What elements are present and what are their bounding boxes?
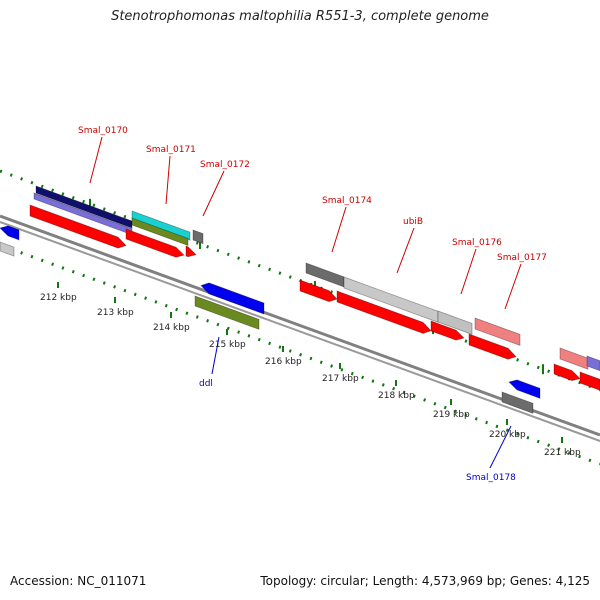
gene-label[interactable]: Smal_0171 bbox=[146, 145, 196, 155]
kbp-label: 216 kbp bbox=[265, 357, 302, 367]
gene-label[interactable]: Smal_0174 bbox=[322, 196, 372, 206]
gene-band-grey[interactable] bbox=[192, 229, 204, 245]
gene-forward-arrow[interactable] bbox=[185, 245, 197, 258]
gene-leader-line bbox=[165, 155, 171, 205]
gene-forward-arrow[interactable] bbox=[336, 290, 432, 334]
gene-leader-line bbox=[460, 248, 477, 295]
kbp-label: 213 kbp bbox=[97, 308, 134, 318]
gene-label[interactable]: Smal_0176 bbox=[452, 238, 502, 248]
gene-label[interactable]: ubiB bbox=[403, 217, 423, 227]
gene-band-olive[interactable] bbox=[131, 217, 189, 247]
inner-tick-track bbox=[0, 243, 600, 466]
gene-leader-line bbox=[504, 263, 522, 310]
gene-band-cyan[interactable] bbox=[131, 210, 191, 241]
accession-label: Accession: NC_011071 bbox=[10, 574, 147, 588]
gene-forward-arrow[interactable] bbox=[299, 279, 338, 303]
kbp-label: 217 kbp bbox=[322, 374, 359, 384]
kbp-label: 215 kbp bbox=[209, 340, 246, 350]
kbp-label: 221 kbp bbox=[544, 448, 581, 458]
map-title: Stenotrophomonas maltophilia R551-3, com… bbox=[111, 9, 489, 24]
gene-forward-arrow[interactable] bbox=[579, 371, 600, 391]
gene-band-grey[interactable] bbox=[501, 391, 534, 414]
gene-band-olive[interactable] bbox=[194, 295, 260, 330]
gene-reverse-arrow-ddl[interactable] bbox=[200, 282, 265, 315]
kbp-label: 218 kbp bbox=[378, 391, 415, 401]
gene-forward-arrow[interactable] bbox=[29, 204, 127, 249]
gene-forward-arrow[interactable] bbox=[553, 363, 581, 381]
gene-band-navy[interactable] bbox=[35, 185, 133, 229]
gene-label[interactable]: Smal_0170 bbox=[78, 126, 128, 136]
gene-label[interactable]: Smal_0172 bbox=[200, 160, 250, 170]
gene-label[interactable]: ddl bbox=[199, 379, 213, 389]
gene-leader-line bbox=[89, 136, 103, 184]
gene-band-light[interactable] bbox=[0, 241, 15, 257]
backbone-line-outer bbox=[0, 214, 600, 437]
gene-band-pink[interactable] bbox=[474, 317, 521, 346]
gene-band-light-grey[interactable] bbox=[343, 276, 439, 323]
gene-band-light-grey[interactable] bbox=[437, 310, 473, 335]
gene-reverse-arrow[interactable] bbox=[508, 379, 541, 399]
genome-summary: Topology: circular; Length: 4,573,969 bp… bbox=[260, 574, 590, 588]
gene-forward-arrow[interactable] bbox=[468, 333, 517, 360]
gene-leader-line bbox=[489, 425, 512, 469]
kbp-label: 219 kbp bbox=[433, 410, 470, 420]
gene-leader-line bbox=[211, 336, 220, 375]
gene-label[interactable]: Smal_0178 bbox=[466, 473, 516, 483]
gene-leader-line bbox=[202, 170, 225, 217]
gene-label[interactable]: Smal_0177 bbox=[497, 253, 547, 263]
kbp-label: 220 kbp bbox=[489, 430, 526, 440]
kbp-label: 212 kbp bbox=[40, 293, 77, 303]
gene-band-lavender[interactable] bbox=[586, 355, 600, 372]
kbp-label: 214 kbp bbox=[153, 323, 190, 333]
gene-forward-arrow[interactable] bbox=[125, 228, 185, 258]
gene-leader-line bbox=[331, 206, 347, 253]
gene-band-pink[interactable] bbox=[559, 347, 589, 370]
backbone-line-inner bbox=[0, 221, 600, 442]
gene-leader-line bbox=[396, 227, 415, 274]
gene-reverse-arrow[interactable] bbox=[0, 225, 20, 241]
gene-forward-arrow[interactable] bbox=[430, 320, 465, 341]
